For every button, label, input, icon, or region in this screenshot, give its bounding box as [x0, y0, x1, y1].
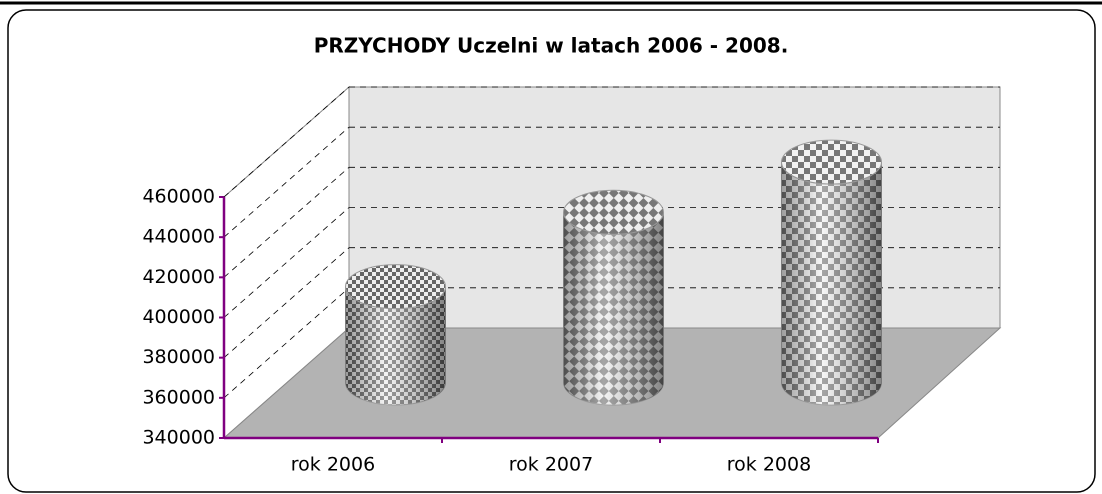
y-tick-label: 460000 — [142, 186, 215, 208]
y-tick-label: 360000 — [142, 386, 215, 408]
grid-line — [223, 247, 350, 358]
cylinder-shade — [563, 212, 664, 406]
y-tick-label: 340000 — [142, 427, 215, 449]
y-tick-label: 380000 — [142, 346, 215, 368]
cylinder-top — [345, 264, 446, 310]
y-tick-label: 400000 — [142, 306, 215, 328]
x-tick-label: rok 2008 — [727, 454, 811, 476]
grid-line — [223, 287, 350, 399]
grid-line — [223, 86, 350, 198]
grid-line — [223, 167, 350, 278]
plot-area: 340000 360000 380000 400000 420000 440000 4600… — [142, 85, 1002, 476]
cylinder-top — [563, 189, 664, 235]
cylinder-shade — [345, 286, 446, 406]
y-tick-label: 440000 — [142, 226, 215, 248]
cylinder — [781, 139, 882, 406]
chart-title: PRZYCHODY Uczelni w latach 2006 - 2008. — [314, 34, 789, 58]
cylinder — [563, 189, 664, 406]
cylinder — [345, 264, 446, 406]
grid-line — [223, 126, 350, 238]
x-tick-label: rok 2007 — [509, 454, 593, 476]
grid-line — [223, 207, 350, 318]
y-tick-label: 420000 — [142, 266, 215, 288]
cylinder-shade — [781, 162, 882, 405]
cylinder-top — [781, 139, 882, 185]
x-tick-label: rok 2006 — [291, 454, 375, 476]
